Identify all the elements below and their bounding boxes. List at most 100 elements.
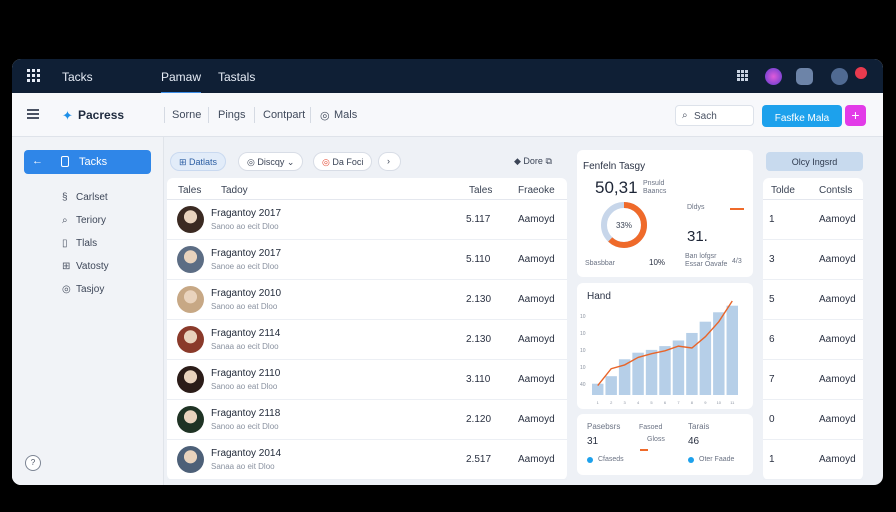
- avatar: [177, 446, 204, 473]
- bar[interactable]: [726, 305, 738, 395]
- apps-grid-icon[interactable]: [27, 69, 41, 83]
- primary-action-button[interactable]: Fasfke Mala: [762, 105, 842, 127]
- row-value: 5.117: [466, 214, 491, 225]
- diamond-icon: ◆: [514, 156, 524, 166]
- search-input[interactable]: ⌕ Sach: [675, 105, 754, 126]
- sidebar-item-teriory[interactable]: ⌕ Teriory: [62, 215, 106, 226]
- chart-title: Hand: [587, 291, 611, 302]
- big-note: Pnsuld: [643, 180, 665, 187]
- help-icon[interactable]: ?: [25, 455, 41, 471]
- sidebar-item-label: Teriory: [76, 215, 107, 226]
- bar[interactable]: [605, 376, 617, 395]
- table-row[interactable]: 1 Aamoyd: [763, 440, 863, 480]
- filter-chip-datlats[interactable]: ⊞ Datlats: [170, 152, 227, 171]
- row-subtitle: Sanoo ao eat Dloo: [211, 382, 278, 391]
- next-button[interactable]: ›: [378, 152, 401, 171]
- col-header[interactable]: Tales: [178, 185, 202, 196]
- row-status: Aamoyd: [518, 334, 555, 345]
- bar[interactable]: [592, 383, 604, 395]
- row-number: 1: [769, 214, 775, 225]
- col-header[interactable]: Tolde: [771, 185, 795, 196]
- nav-contpart[interactable]: Contpart: [263, 109, 306, 121]
- mini-note: Ban lofgsr: [685, 253, 717, 260]
- table-row[interactable]: Fragantoy 2010 Sanoo ao eat Dloo 2.130 Aamo…: [167, 280, 567, 320]
- grid-small-icon[interactable]: [737, 70, 748, 81]
- notification-badge-icon[interactable]: [855, 67, 867, 79]
- sidebar-item-carlset[interactable]: § Carlset: [62, 192, 108, 203]
- table-row[interactable]: 1 Aamoyd: [763, 200, 863, 240]
- col-header[interactable]: Fraeoke: [518, 185, 555, 196]
- row-value: 3.110: [466, 374, 491, 385]
- bar[interactable]: [645, 349, 658, 395]
- big-value: 50,31: [595, 178, 638, 197]
- chevron-right-icon: ›: [387, 156, 390, 166]
- add-button[interactable]: +: [845, 105, 866, 126]
- table-row[interactable]: Fragantoy 2017 Sanoe ao ecit Dloo 5.110 Aam…: [167, 240, 567, 280]
- bar[interactable]: [699, 321, 712, 395]
- avatar: [177, 206, 204, 233]
- table-row[interactable]: Fragantoy 2114 Sanaa ao ecit Dloo 2.130 Aam…: [167, 320, 567, 360]
- row-status: Aamoyd: [518, 374, 555, 385]
- x-tick-label: 3: [624, 400, 627, 405]
- row-subtitle: Sanaa ao eit Dloo: [211, 462, 275, 471]
- settings-icon: §: [62, 192, 68, 203]
- sidebar-item-tasjoy[interactable]: ◎ Tasjoy: [62, 284, 104, 295]
- done-toggle[interactable]: ◆ Dore ⧉: [514, 156, 552, 167]
- target-icon: ◎: [62, 284, 71, 295]
- table-row[interactable]: Fragantoy 2014 Sanaa ao eit Dloo 2.517 Aamo…: [167, 440, 567, 480]
- user-icon[interactable]: [831, 68, 848, 85]
- mail-icon[interactable]: ◎: [320, 110, 330, 122]
- bar[interactable]: [686, 332, 698, 395]
- donut-center-label: 33%: [616, 221, 632, 230]
- filter-chip-discqy[interactable]: ◎ Discqy ⌄: [238, 152, 304, 171]
- bar-chart: 10 10 10 10 40 1 2 3 4 5 6 7 8 9 10 11: [580, 300, 738, 405]
- row-status: Aamoyd: [819, 334, 856, 345]
- nav-pings[interactable]: Pings: [218, 109, 246, 121]
- back-arrow-icon: ←: [32, 155, 43, 167]
- table-row[interactable]: 0 Aamoyd: [763, 400, 863, 440]
- bar[interactable]: [618, 359, 631, 395]
- bar[interactable]: [632, 352, 644, 395]
- hamburger-menu-icon[interactable]: [27, 109, 39, 119]
- nav-sorne[interactable]: Sorne: [172, 109, 202, 121]
- summary-left-note: Gloss: [647, 436, 665, 443]
- sidebar-item-tacks[interactable]: ← Tacks: [24, 150, 151, 174]
- nav-mals[interactable]: Mals: [334, 109, 358, 121]
- right-filter-button[interactable]: Olcy Ingsrd: [766, 152, 863, 171]
- summary-left-legend: Cfaseds: [598, 456, 624, 463]
- y-tick-label: 10: [580, 365, 586, 371]
- table-row[interactable]: Fragantoy 2017 Sanoo ao ecit Dloo 5.117 Aam…: [167, 200, 567, 240]
- avatar-icon[interactable]: [765, 68, 782, 85]
- shield-icon[interactable]: [796, 68, 813, 85]
- table-row[interactable]: 3 Aamoyd: [763, 240, 863, 280]
- table-row[interactable]: Fragantoy 2118 Sanoo ao ecit Dloo 2.120 Aam…: [167, 400, 567, 440]
- summary-card: Pasebsrs 31 Fasoed Gloss Cfaseds Tarais …: [577, 414, 753, 475]
- big-note: Baancs: [643, 188, 667, 195]
- row-number: 1: [769, 454, 775, 465]
- table-row[interactable]: Fragantoy 2110 Sanoo ao eat Dloo 3.110 Aamo…: [167, 360, 567, 400]
- chip-label: Discqy: [257, 157, 285, 167]
- search-placeholder: Sach: [694, 111, 717, 122]
- col-header[interactable]: Tales: [469, 185, 493, 196]
- table-row[interactable]: 5 Aamoyd: [763, 280, 863, 320]
- bar[interactable]: [659, 346, 671, 395]
- tab-pamaw[interactable]: Pamaw: [161, 70, 202, 94]
- tasks-table: Tales Tadoy Tales Fraeoke Fragantoy 2017…: [167, 178, 567, 480]
- stats-card: Fenfeln Tasgy 50,31 Pnsuld Baancs 33% Sb…: [577, 150, 753, 277]
- filter-chip-dafoci[interactable]: ◎ Da Foci: [313, 152, 373, 171]
- table-row[interactable]: 6 Aamoyd: [763, 320, 863, 360]
- bar[interactable]: [672, 340, 685, 395]
- sidebar-item-label: Vatosty: [76, 261, 109, 272]
- table-row[interactable]: 7 Aamoyd: [763, 360, 863, 400]
- sidebar-item-vatosty[interactable]: ⊞ Vatosty: [62, 261, 109, 272]
- row-status: Aamoyd: [518, 294, 555, 305]
- mini-note: 4/3: [732, 258, 742, 265]
- tab-tastals[interactable]: Tastals: [218, 70, 256, 84]
- bar[interactable]: [713, 312, 725, 395]
- col-header[interactable]: Contsls: [819, 185, 853, 196]
- x-tick-label: 7: [677, 400, 680, 405]
- col-header[interactable]: Tadoy: [221, 185, 248, 196]
- sidebar-item-tlals[interactable]: ▯ Tlals: [62, 238, 97, 249]
- row-value: 5.110: [466, 254, 491, 265]
- row-subtitle: Sanoe ao ecit Dloo: [211, 262, 279, 271]
